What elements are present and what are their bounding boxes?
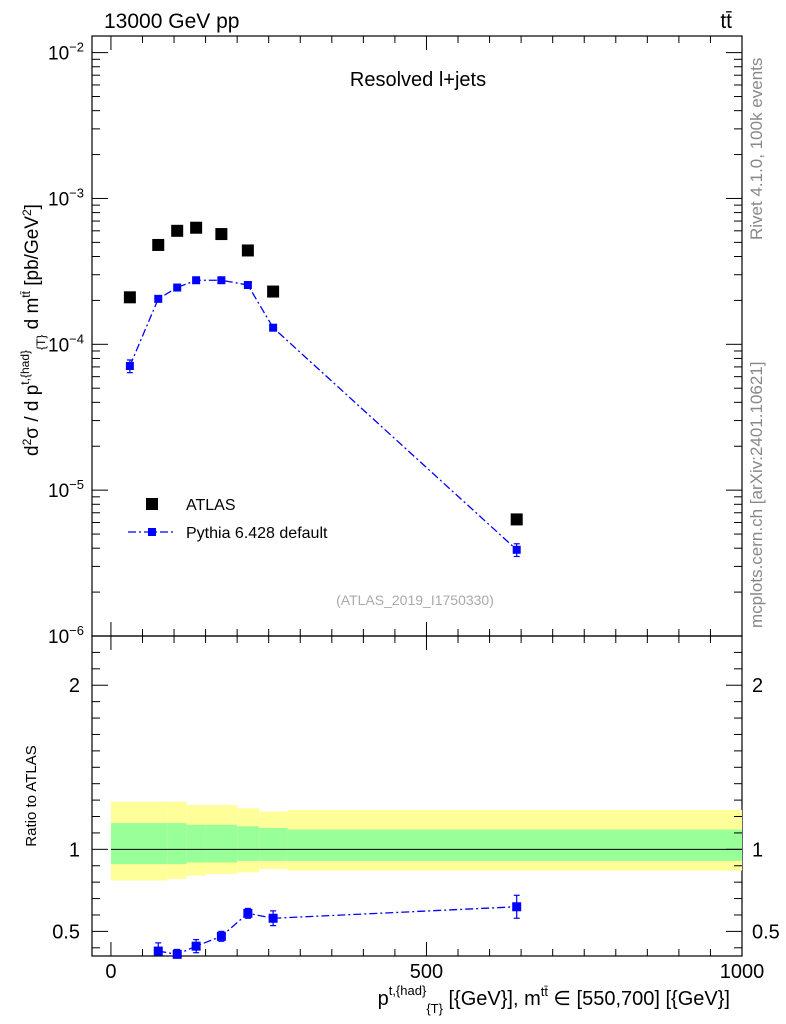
ratio-point-1 <box>172 949 182 959</box>
inner-band-4 <box>237 826 260 861</box>
pythia-point-0 <box>125 362 134 371</box>
mcplots-label: mcplots.cern.ch [arXiv:2401.10621] <box>747 362 766 628</box>
legend-atlas-marker <box>146 498 158 510</box>
atlas-point-5 <box>241 244 254 257</box>
legend-pythia-marker <box>148 528 156 536</box>
x-tick-label-0: 0 <box>105 961 116 983</box>
pythia-point-1 <box>154 294 163 303</box>
legend-pythia-label: Pythia 6.428 default <box>186 525 328 542</box>
ratio-y-tick-label-right-2: 2 <box>752 675 763 697</box>
pythia-point-4 <box>217 276 226 285</box>
y-tick-label-4: 10−6 <box>48 623 84 648</box>
main-y-tick-labels: 10−2 10−3 10−4 10−5 10−6 <box>48 40 84 648</box>
ratio-y-axis-label: Ratio to ATLAS <box>23 745 40 846</box>
legend-atlas-label: ATLAS <box>186 497 236 514</box>
atlas-point-0 <box>123 291 136 304</box>
pythia-point-3 <box>192 276 201 285</box>
x-tick-label-1: 500 <box>410 961 443 983</box>
atlas-point-6 <box>267 285 280 298</box>
main-panel: Resolved l+jets (ATLAS_2019_I1750330) 10… <box>18 35 743 648</box>
inner-band-0 <box>110 823 168 865</box>
main-frame <box>91 35 743 637</box>
ratio-y-tick-label-left-0: 0.5 <box>52 921 80 943</box>
main-series <box>123 221 523 558</box>
rivet-version-label: Rivet 4.1.0, 100k events <box>747 58 766 240</box>
analysis-label: (ATLAS_2019_I1750330) <box>336 592 494 608</box>
x-tick-labels: 0 500 1000 <box>105 961 764 983</box>
ratio-panel: 0.5 0.5 1 1 2 2 Ratio to ATLAS <box>23 635 780 959</box>
energy-label: 13000 GeV pp <box>104 10 239 33</box>
ratio-y-tick-labels: 0.5 0.5 1 1 2 2 <box>52 675 780 943</box>
ratio-point-0 <box>153 946 163 956</box>
ratio-point-2 <box>191 941 201 951</box>
atlas-point-4 <box>215 228 228 241</box>
ratio-point-6 <box>512 902 522 912</box>
atlas-point-7 <box>510 513 523 526</box>
pythia-point-5 <box>243 281 252 290</box>
ratio-y-tick-label-right-1: 1 <box>752 839 763 861</box>
main-y-axis-label: d2σ / d pt,{had}{T} d mtt̄ [pb/GeV2] <box>18 204 48 456</box>
ratio-point-3 <box>216 931 226 941</box>
ratio-y-tick-label-left-1: 1 <box>69 839 80 861</box>
inner-band-3 <box>205 824 238 863</box>
pythia-point-2 <box>173 283 182 292</box>
ratio-point-4 <box>243 908 253 918</box>
legend: ATLAS Pythia 6.428 default <box>128 497 328 542</box>
x-tick-label-2: 1000 <box>720 961 765 983</box>
ratio-frame <box>91 635 743 957</box>
process-label: tt̄ <box>720 10 732 33</box>
ratio-series <box>153 894 522 959</box>
ratio-uncertainty-bands <box>110 801 742 881</box>
ratio-pythia-line <box>158 906 517 956</box>
pythia-point-7 <box>512 545 521 554</box>
ratio-point-5 <box>268 913 278 923</box>
y-tick-label-0: 10−2 <box>48 40 84 65</box>
inner-band-5 <box>259 828 288 861</box>
y-tick-label-2: 10−4 <box>48 331 84 356</box>
pythia-point-6 <box>269 323 278 332</box>
atlas-point-1 <box>152 238 165 251</box>
ratio-y-tick-label-left-2: 2 <box>69 675 80 697</box>
main-axis-ticks <box>92 36 743 637</box>
ratio-y-tick-label-right-0: 0.5 <box>752 921 780 943</box>
inner-band-6 <box>287 829 742 861</box>
atlas-point-3 <box>190 221 203 234</box>
inner-band-2 <box>186 824 206 863</box>
ratio-axis-ticks <box>92 636 743 956</box>
plot-title: Resolved l+jets <box>350 69 486 91</box>
atlas-point-2 <box>171 224 184 237</box>
x-axis-label: pt,{had}{T} [{GeV}], mtt̄ ∈ [550,700] [{… <box>378 983 730 1016</box>
inner-band-1 <box>167 823 187 865</box>
y-tick-label-1: 10−3 <box>48 185 84 210</box>
y-tick-label-3: 10−5 <box>48 477 84 502</box>
